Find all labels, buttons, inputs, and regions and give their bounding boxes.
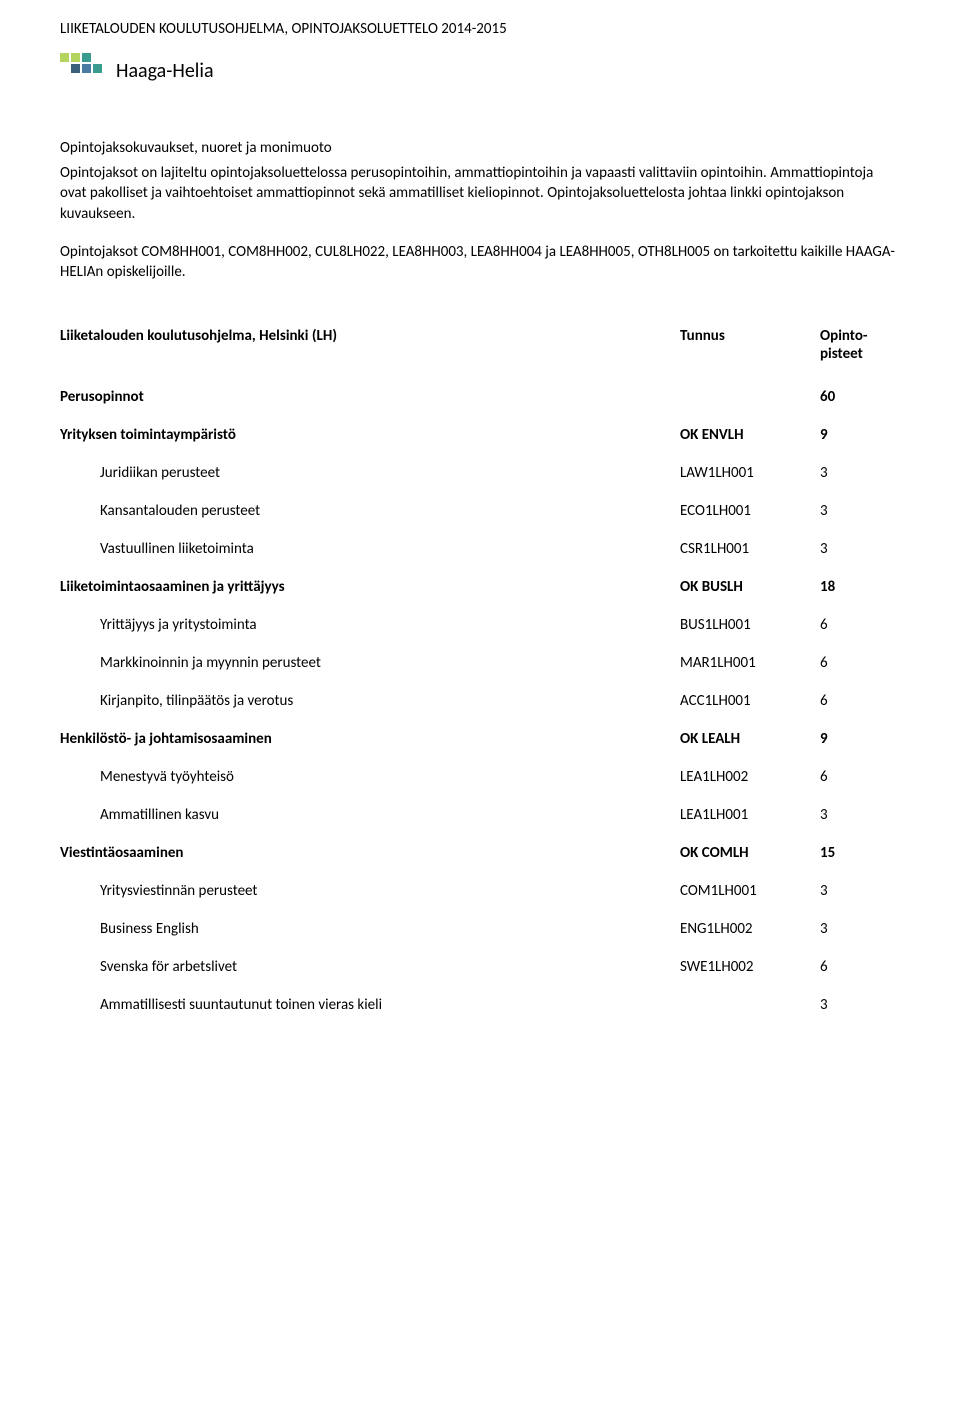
page-header-title: LIIKETALOUDEN KOULUTUSOHJELMA, OPINTOJAK… (60, 20, 900, 38)
table-row: Yrittäjyys ja yritystoimintaBUS1LH0016 (60, 616, 900, 634)
row-label: Kansantalouden perusteet (60, 502, 680, 520)
row-value: 6 (820, 692, 900, 710)
table-row: Vastuullinen liiketoimintaCSR1LH0013 (60, 540, 900, 558)
table-row: Ammatillinen kasvuLEA1LH0013 (60, 806, 900, 824)
row-code: COM1LH001 (680, 882, 820, 900)
row-value: 9 (820, 426, 900, 444)
row-label: Perusopinnot (60, 388, 680, 406)
row-label: Vastuullinen liiketoiminta (60, 540, 680, 558)
table-row: ViestintäosaaminenOK COMLH15 (60, 844, 900, 862)
row-value: 3 (820, 502, 900, 520)
row-value: 3 (820, 806, 900, 824)
haaga-helia-logo-icon (60, 53, 108, 89)
row-code: ACC1LH001 (680, 692, 820, 710)
row-code: LAW1LH001 (680, 464, 820, 482)
table-row: Perusopinnot 60 (60, 388, 900, 406)
table-row: Juridiikan perusteetLAW1LH0013 (60, 464, 900, 482)
row-value: 3 (820, 996, 900, 1014)
row-label: Liiketoimintaosaaminen ja yrittäjyys (60, 578, 680, 596)
program-header-row: Liiketalouden koulutusohjelma, Helsinki … (60, 327, 900, 363)
row-code: BUS1LH001 (680, 616, 820, 634)
row-label: Juridiikan perusteet (60, 464, 680, 482)
row-code: ECO1LH001 (680, 502, 820, 520)
row-code: LEA1LH001 (680, 806, 820, 824)
intro-paragraph-1: Opintojaksot on lajiteltu opintojaksolue… (60, 163, 900, 224)
program-name: Liiketalouden koulutusohjelma, Helsinki … (60, 327, 680, 345)
table-row: Business EnglishENG1LH0023 (60, 920, 900, 938)
table-row: Ammatillisesti suuntautunut toinen viera… (60, 996, 900, 1014)
logo-text: Haaga-Helia (116, 59, 214, 83)
intro-heading: Opintojaksokuvaukset, nuoret ja monimuot… (60, 139, 900, 157)
row-label: Yritysviestinnän perusteet (60, 882, 680, 900)
row-label: Kirjanpito, tilinpäätös ja verotus (60, 692, 680, 710)
table-row: Svenska för arbetslivetSWE1LH0026 (60, 958, 900, 976)
row-code: MAR1LH001 (680, 654, 820, 672)
table-row: Henkilöstö- ja johtamisosaaminenOK LEALH… (60, 730, 900, 748)
row-value: 60 (820, 388, 900, 406)
row-code: LEA1LH002 (680, 768, 820, 786)
intro-paragraph-2: Opintojaksot COM8HH001, COM8HH002, CUL8L… (60, 242, 900, 283)
row-value: 3 (820, 464, 900, 482)
row-label: Henkilöstö- ja johtamisosaaminen (60, 730, 680, 748)
row-code: OK COMLH (680, 844, 820, 862)
row-code: SWE1LH002 (680, 958, 820, 976)
row-value: 6 (820, 654, 900, 672)
row-code: OK BUSLH (680, 578, 820, 596)
row-label: Ammatillisesti suuntautunut toinen viera… (60, 996, 680, 1014)
row-value: 18 (820, 578, 900, 596)
row-code: CSR1LH001 (680, 540, 820, 558)
row-value: 15 (820, 844, 900, 862)
row-label: Svenska för arbetslivet (60, 958, 680, 976)
row-value: 3 (820, 882, 900, 900)
row-value: 6 (820, 768, 900, 786)
row-code: OK ENVLH (680, 426, 820, 444)
row-value: 9 (820, 730, 900, 748)
table-row: Markkinoinnin ja myynnin perusteetMAR1LH… (60, 654, 900, 672)
table-row: Menestyvä työyhteisöLEA1LH0026 (60, 768, 900, 786)
row-value: 6 (820, 616, 900, 634)
table-row: Kansantalouden perusteetECO1LH0013 (60, 502, 900, 520)
row-value: 3 (820, 540, 900, 558)
column-header-tunnus: Tunnus (680, 327, 820, 345)
table-row: Liiketoimintaosaaminen ja yrittäjyysOK B… (60, 578, 900, 596)
row-value: 6 (820, 958, 900, 976)
row-label: Menestyvä työyhteisö (60, 768, 680, 786)
table-row: Yrityksen toimintaympäristöOK ENVLH9 (60, 426, 900, 444)
table-row: Yritysviestinnän perusteetCOM1LH0013 (60, 882, 900, 900)
row-label: Viestintäosaaminen (60, 844, 680, 862)
table-row: Kirjanpito, tilinpäätös ja verotusACC1LH… (60, 692, 900, 710)
row-code: ENG1LH002 (680, 920, 820, 938)
row-label: Business English (60, 920, 680, 938)
row-value: 3 (820, 920, 900, 938)
row-label: Markkinoinnin ja myynnin perusteet (60, 654, 680, 672)
rows-container: Perusopinnot 60 Yrityksen toimintaympärist… (60, 388, 900, 1014)
row-label: Yrittäjyys ja yritystoiminta (60, 616, 680, 634)
row-label: Yrityksen toimintaympäristö (60, 426, 680, 444)
row-label: Ammatillinen kasvu (60, 806, 680, 824)
column-header-pisteet: Opinto-pisteet (820, 327, 900, 363)
row-code: OK LEALH (680, 730, 820, 748)
logo-container: Haaga-Helia (60, 53, 900, 89)
